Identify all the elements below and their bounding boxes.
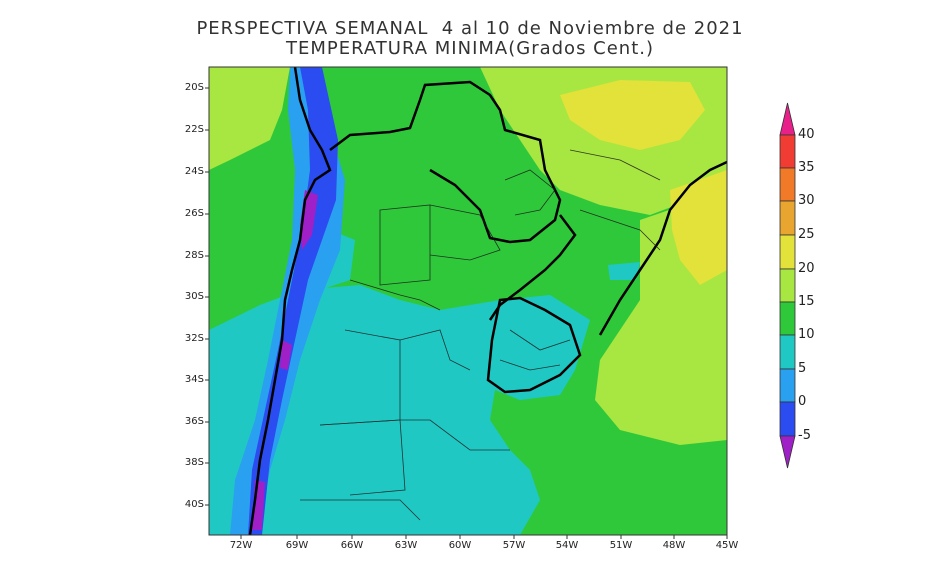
lat-label-32s: 32S	[184, 333, 204, 344]
colorbar-m5-0	[779, 401, 796, 437]
lat-label-40s: 40S	[184, 499, 204, 510]
lat-label-34s: 34S	[184, 374, 204, 385]
field-5-10-central	[209, 285, 590, 535]
lat-label-28s: 28S	[184, 250, 204, 261]
lon-label-48w: 48W	[662, 540, 686, 551]
colorbar-10-15	[779, 301, 796, 336]
lon-label-72w: 72W	[229, 540, 253, 551]
map-subtitle: TEMPERATURA MINIMA(Grados Cent.)	[285, 38, 655, 59]
lon-label-69w: 69W	[285, 540, 309, 551]
colorbar	[779, 102, 796, 469]
lat-label-30s: 30S	[184, 291, 204, 302]
colorbar-label-m5: -5	[798, 428, 811, 443]
map-frame	[208, 66, 728, 536]
field-m5-0-andes	[248, 67, 338, 535]
field-20-25-east	[670, 170, 727, 285]
colorbar-label-20: 20	[798, 261, 815, 276]
colorbar-5-10	[779, 334, 796, 370]
colorbar-15-20	[779, 268, 796, 303]
map-title: PERSPECTIVA SEMANAL 4 al 10 de Noviembre…	[196, 18, 744, 39]
colorbar-35-40	[779, 134, 796, 169]
lon-label-60w: 60W	[448, 540, 472, 551]
colorbar-label-40: 40	[798, 127, 815, 142]
colorbar-label-15: 15	[798, 294, 815, 309]
lat-label-22s: 22S	[184, 124, 204, 135]
lat-label-36s: 36S	[184, 416, 204, 427]
colorbar-above-40	[779, 102, 796, 136]
colorbar-25-30	[779, 200, 796, 236]
lat-label-20s: 20S	[184, 82, 204, 93]
lon-label-66w: 66W	[340, 540, 364, 551]
lon-label-57w: 57W	[502, 540, 526, 551]
field-5-10-patch	[608, 262, 640, 280]
lat-label-26s: 26S	[184, 208, 204, 219]
lon-label-45w: 45W	[715, 540, 739, 551]
map-fields	[209, 67, 727, 535]
colorbar-20-25	[779, 234, 796, 270]
colorbar-below-m5	[779, 435, 796, 469]
lat-label-38s: 38S	[184, 457, 204, 468]
field-below-m5-b	[280, 340, 292, 370]
colorbar-label-10: 10	[798, 327, 815, 342]
lat-label-24s: 24S	[184, 166, 204, 177]
colorbar-label-30: 30	[798, 193, 815, 208]
colorbar-0-5	[779, 368, 796, 403]
field-20-25-north	[560, 80, 705, 150]
colorbar-30-35	[779, 167, 796, 202]
colorbar-label-0: 0	[798, 394, 807, 409]
province-borders	[300, 149, 661, 521]
colorbar-label-5: 5	[798, 361, 807, 376]
lon-label-51w: 51W	[609, 540, 633, 551]
colorbar-label-25: 25	[798, 227, 815, 242]
lon-label-54w: 54W	[555, 540, 579, 551]
lon-label-63w: 63W	[394, 540, 418, 551]
field-15-20-north-chile	[209, 67, 290, 170]
colorbar-label-35: 35	[798, 160, 815, 175]
axis-ticks	[205, 87, 728, 539]
